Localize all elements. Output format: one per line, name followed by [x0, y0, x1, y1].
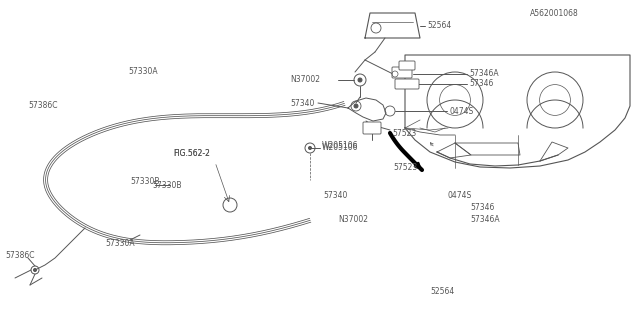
Circle shape	[308, 147, 312, 149]
Text: N37002: N37002	[338, 215, 368, 225]
Text: N37002: N37002	[290, 76, 320, 84]
Text: A562001068: A562001068	[530, 10, 579, 19]
Text: 57330B: 57330B	[130, 178, 159, 187]
Circle shape	[354, 104, 358, 108]
Circle shape	[33, 268, 36, 271]
Polygon shape	[365, 13, 420, 38]
Text: 57340: 57340	[290, 99, 314, 108]
Text: W205106: W205106	[322, 143, 358, 153]
Text: 52564: 52564	[427, 21, 451, 30]
Text: 57346A: 57346A	[469, 69, 499, 78]
FancyBboxPatch shape	[395, 79, 419, 89]
Text: 57523: 57523	[393, 163, 417, 172]
FancyBboxPatch shape	[363, 122, 381, 134]
Text: 57330A: 57330A	[128, 68, 157, 76]
FancyBboxPatch shape	[392, 67, 412, 78]
Text: 57330B: 57330B	[152, 180, 182, 189]
Text: 57340: 57340	[323, 191, 348, 201]
Circle shape	[358, 78, 362, 82]
Polygon shape	[348, 98, 386, 121]
Text: 57346: 57346	[470, 203, 494, 212]
Text: 57346: 57346	[469, 79, 493, 89]
Text: W205106: W205106	[322, 140, 358, 149]
Text: 57386C: 57386C	[5, 251, 35, 260]
Text: FIG.562-2: FIG.562-2	[173, 148, 210, 157]
Text: FIG.562-2: FIG.562-2	[173, 148, 210, 157]
Text: 52564: 52564	[430, 287, 454, 297]
Text: 0474S: 0474S	[447, 191, 471, 201]
Text: 57523: 57523	[392, 129, 416, 138]
Text: 0474S: 0474S	[449, 107, 473, 116]
Text: 57330A: 57330A	[105, 238, 134, 247]
FancyBboxPatch shape	[399, 61, 415, 70]
Text: 57346A: 57346A	[470, 215, 500, 225]
Text: 57386C: 57386C	[28, 100, 58, 109]
Polygon shape	[405, 55, 630, 168]
